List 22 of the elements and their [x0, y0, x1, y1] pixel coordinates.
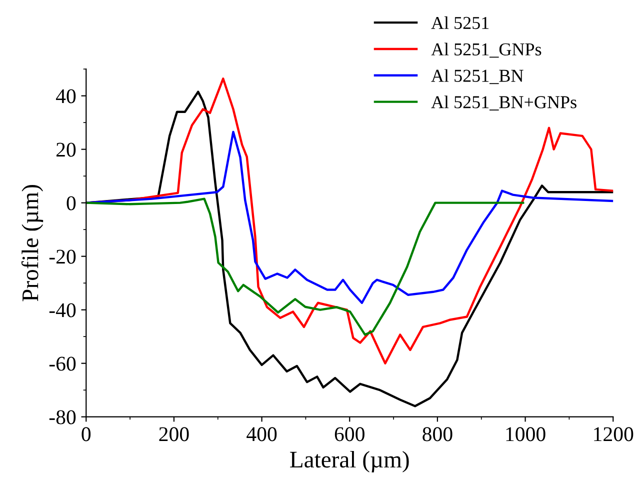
legend-label: Al 5251_BN+GNPs: [431, 96, 576, 110]
y-tick-label: 0: [66, 196, 76, 210]
x-axis-title: Lateral (µm): [290, 451, 409, 472]
y-tick-label: 40: [56, 89, 76, 104]
y-tick-label: 20: [56, 142, 76, 157]
legend-label: Al 5251_BN: [431, 69, 524, 84]
x-tick-label: 400: [246, 427, 277, 442]
line-series: [86, 198, 524, 336]
y-tick-label: -40: [49, 303, 76, 318]
x-tick-label: 200: [159, 427, 189, 442]
x-tick-label: 1200: [594, 427, 634, 442]
line-series: [86, 130, 614, 304]
x-tick-label: 1000: [506, 427, 546, 442]
y-tick-label: -60: [49, 356, 76, 371]
x-tick-label: 600: [334, 427, 364, 442]
y-tick-label: -20: [49, 250, 76, 264]
x-tick-label: 800: [422, 427, 452, 442]
x-tick-label: 0: [82, 427, 91, 442]
legend-label: Al 5251: [431, 16, 489, 30]
y-axis-title: Profile (µm): [21, 185, 44, 302]
y-tick-label: -80: [49, 410, 76, 424]
legend-label: Al 5251_GNPs: [431, 42, 542, 58]
